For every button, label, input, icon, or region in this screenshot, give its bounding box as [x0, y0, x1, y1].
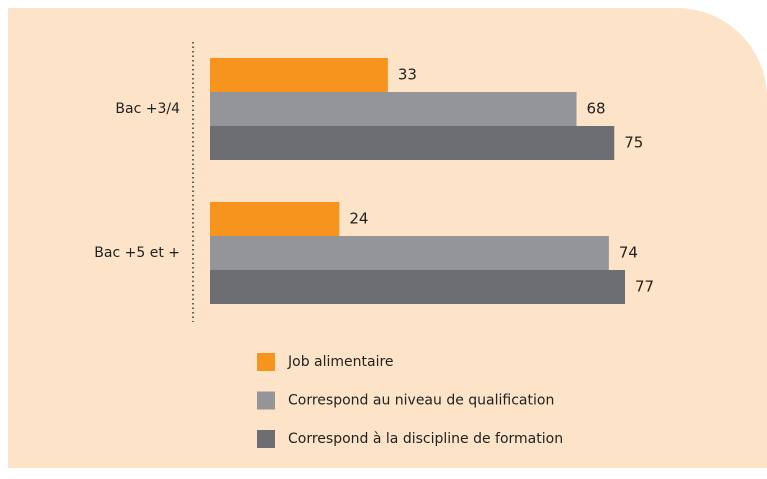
bar: [210, 236, 609, 270]
value-label: 68: [587, 100, 606, 118]
legend-swatch: [257, 430, 275, 448]
value-label: 75: [624, 134, 643, 152]
value-label: 33: [398, 66, 417, 84]
value-label: 24: [349, 210, 368, 228]
bar: [210, 92, 577, 126]
legend-label: Job alimentaire: [287, 354, 394, 370]
bar: [210, 202, 340, 236]
y-tick-label: Bac +5 et +: [94, 245, 180, 261]
legend-swatch: [257, 353, 275, 371]
legend-label: Correspond au niveau de qualification: [288, 393, 554, 409]
bar: [210, 126, 615, 160]
y-tick-label: Bac +3/4: [115, 101, 180, 117]
value-label: 77: [635, 278, 654, 296]
legend-label: Correspond à la discipline de formation: [288, 431, 563, 447]
bar: [210, 270, 626, 304]
legend-swatch: [257, 391, 275, 410]
bar: [210, 58, 388, 92]
value-label: 74: [619, 244, 638, 262]
